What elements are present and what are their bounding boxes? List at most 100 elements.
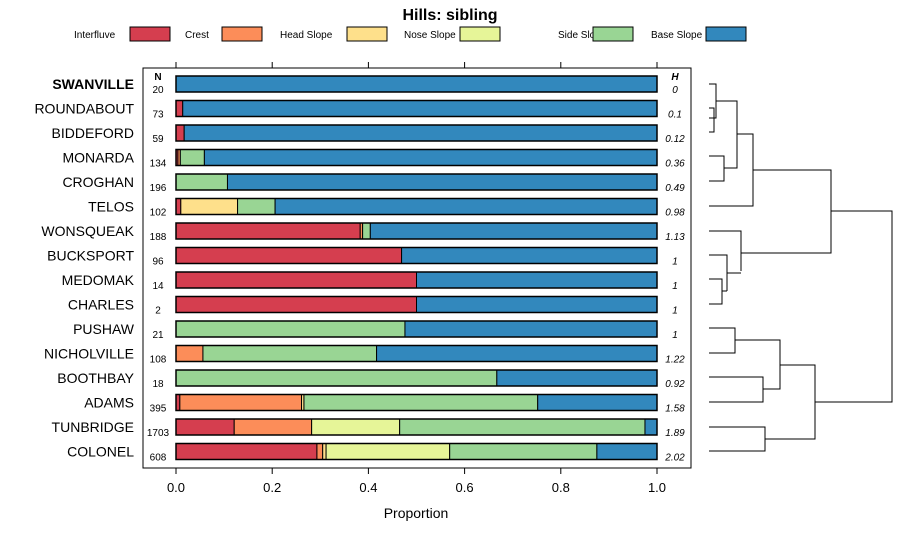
- row-h: 1: [672, 306, 678, 317]
- row-h: 0.12: [665, 134, 685, 145]
- row-n: 96: [152, 257, 164, 268]
- bar-outline: [175, 393, 658, 412]
- row-label: ROUNDABOUT: [34, 101, 134, 117]
- bar-outline: [175, 197, 658, 216]
- x-tick-label: 0.4: [359, 480, 377, 495]
- bar-segment: [496, 369, 658, 387]
- bar-segment: [401, 247, 658, 264]
- rows: SWANVILLE 20 0 ROUNDABOUT 73 0.1 BIDDEFORD 59 0.…: [34, 75, 685, 464]
- bar-segment: [237, 198, 276, 215]
- bar-outline: [175, 99, 658, 118]
- bar-outline: [175, 344, 658, 363]
- bar-outline: [175, 124, 658, 142]
- bar-outline: [175, 271, 658, 289]
- bar-segment: [449, 443, 598, 460]
- row-h: 0.1: [668, 110, 682, 121]
- row-label: CROGHAN: [62, 174, 134, 190]
- bar-outline: [175, 75, 658, 93]
- bar-segment: [175, 443, 318, 460]
- row-label: ADAMS: [84, 395, 134, 411]
- dendrogram-branch: [709, 83, 717, 119]
- dendrogram-branch: [709, 155, 725, 182]
- bar-segment: [175, 369, 498, 387]
- row-label: BOOTHBAY: [57, 370, 134, 386]
- bar-segment: [376, 345, 658, 362]
- row-n: 18: [152, 379, 164, 390]
- bar-segment: [303, 394, 539, 411]
- bar-segment: [399, 418, 646, 436]
- bar-outline: [175, 369, 658, 387]
- bar-outline: [175, 418, 658, 436]
- dendrogram-branch: [709, 107, 715, 133]
- bar-segment: [175, 418, 235, 436]
- legend: Interfluve Crest Head Slope Nose Slope Side …: [74, 26, 747, 42]
- bar-segment: [596, 443, 658, 460]
- row-h: 0.92: [665, 379, 685, 390]
- bar-segment: [311, 418, 401, 436]
- legend-swatch: [221, 26, 263, 42]
- bar-segment: [175, 296, 417, 313]
- dendrogram-branch: [709, 230, 742, 271]
- bar-segment: [175, 75, 658, 93]
- dendrogram-branch: [735, 339, 781, 390]
- x-axis: 0.0 0.2 0.4 0.6 0.8 1.0: [167, 62, 666, 495]
- row-h: 0: [672, 85, 678, 96]
- legend-swatch: [346, 26, 388, 42]
- row-label: BUCKSPORT: [47, 248, 134, 264]
- legend-swatch: [459, 26, 501, 42]
- legend-swatch: [592, 26, 634, 42]
- row-n: 108: [150, 355, 167, 366]
- dendrogram-branch: [709, 327, 736, 354]
- bar-segment: [183, 124, 658, 142]
- row-h: 1: [672, 330, 678, 341]
- bar-outline: [175, 442, 658, 461]
- row-h: 1.13: [665, 232, 685, 243]
- n-header: N: [154, 72, 161, 83]
- row-h: 1.58: [665, 404, 685, 415]
- bar-segment: [322, 443, 327, 460]
- dendrogram-branch: [716, 100, 738, 169]
- x-tick-label: 0.0: [167, 480, 185, 495]
- row-label: CHARLES: [68, 297, 134, 313]
- row-n: 395: [150, 404, 167, 415]
- bar-outline: [175, 148, 658, 167]
- bar-segment: [416, 271, 658, 289]
- row-h: 1.89: [665, 428, 685, 439]
- row-h: 1: [672, 281, 678, 292]
- bar-segment: [537, 394, 658, 411]
- x-tick-label: 0.8: [552, 480, 570, 495]
- legend-label: Side Slope: [558, 30, 607, 41]
- row-n: 73: [152, 110, 164, 121]
- bar-segment: [175, 222, 361, 240]
- row-n: 21: [152, 330, 164, 341]
- bar-outline: [175, 173, 658, 191]
- bar-segment: [175, 247, 403, 264]
- legend-swatch: [129, 26, 171, 42]
- bar-outline: [175, 246, 658, 265]
- row-label: COLONEL: [67, 444, 134, 460]
- x-tick-label: 0.6: [456, 480, 474, 495]
- dendrogram-branch: [709, 254, 728, 291]
- row-n: 608: [150, 453, 167, 464]
- bar-segment: [233, 418, 313, 436]
- row-label: SWANVILLE: [52, 76, 134, 92]
- row-n: 1703: [147, 428, 170, 439]
- bar-segment: [369, 222, 658, 240]
- row-label: BIDDEFORD: [52, 125, 134, 141]
- bar-segment: [325, 443, 451, 460]
- bar-segment: [362, 222, 371, 240]
- row-n: 14: [152, 281, 164, 292]
- bar-segment: [404, 320, 658, 338]
- x-tick-label: 1.0: [648, 480, 666, 495]
- bar-segment: [416, 296, 658, 313]
- row-label: TELOS: [88, 199, 134, 215]
- bar-segment: [175, 271, 417, 289]
- bar-outline: [175, 222, 658, 240]
- dendrogram-branch: [741, 169, 832, 254]
- row-h: 2.02: [664, 453, 685, 464]
- dendrogram-branch: [709, 426, 766, 452]
- row-n: 134: [150, 159, 167, 170]
- bar-segment: [182, 100, 658, 117]
- row-h: 0.49: [665, 183, 685, 194]
